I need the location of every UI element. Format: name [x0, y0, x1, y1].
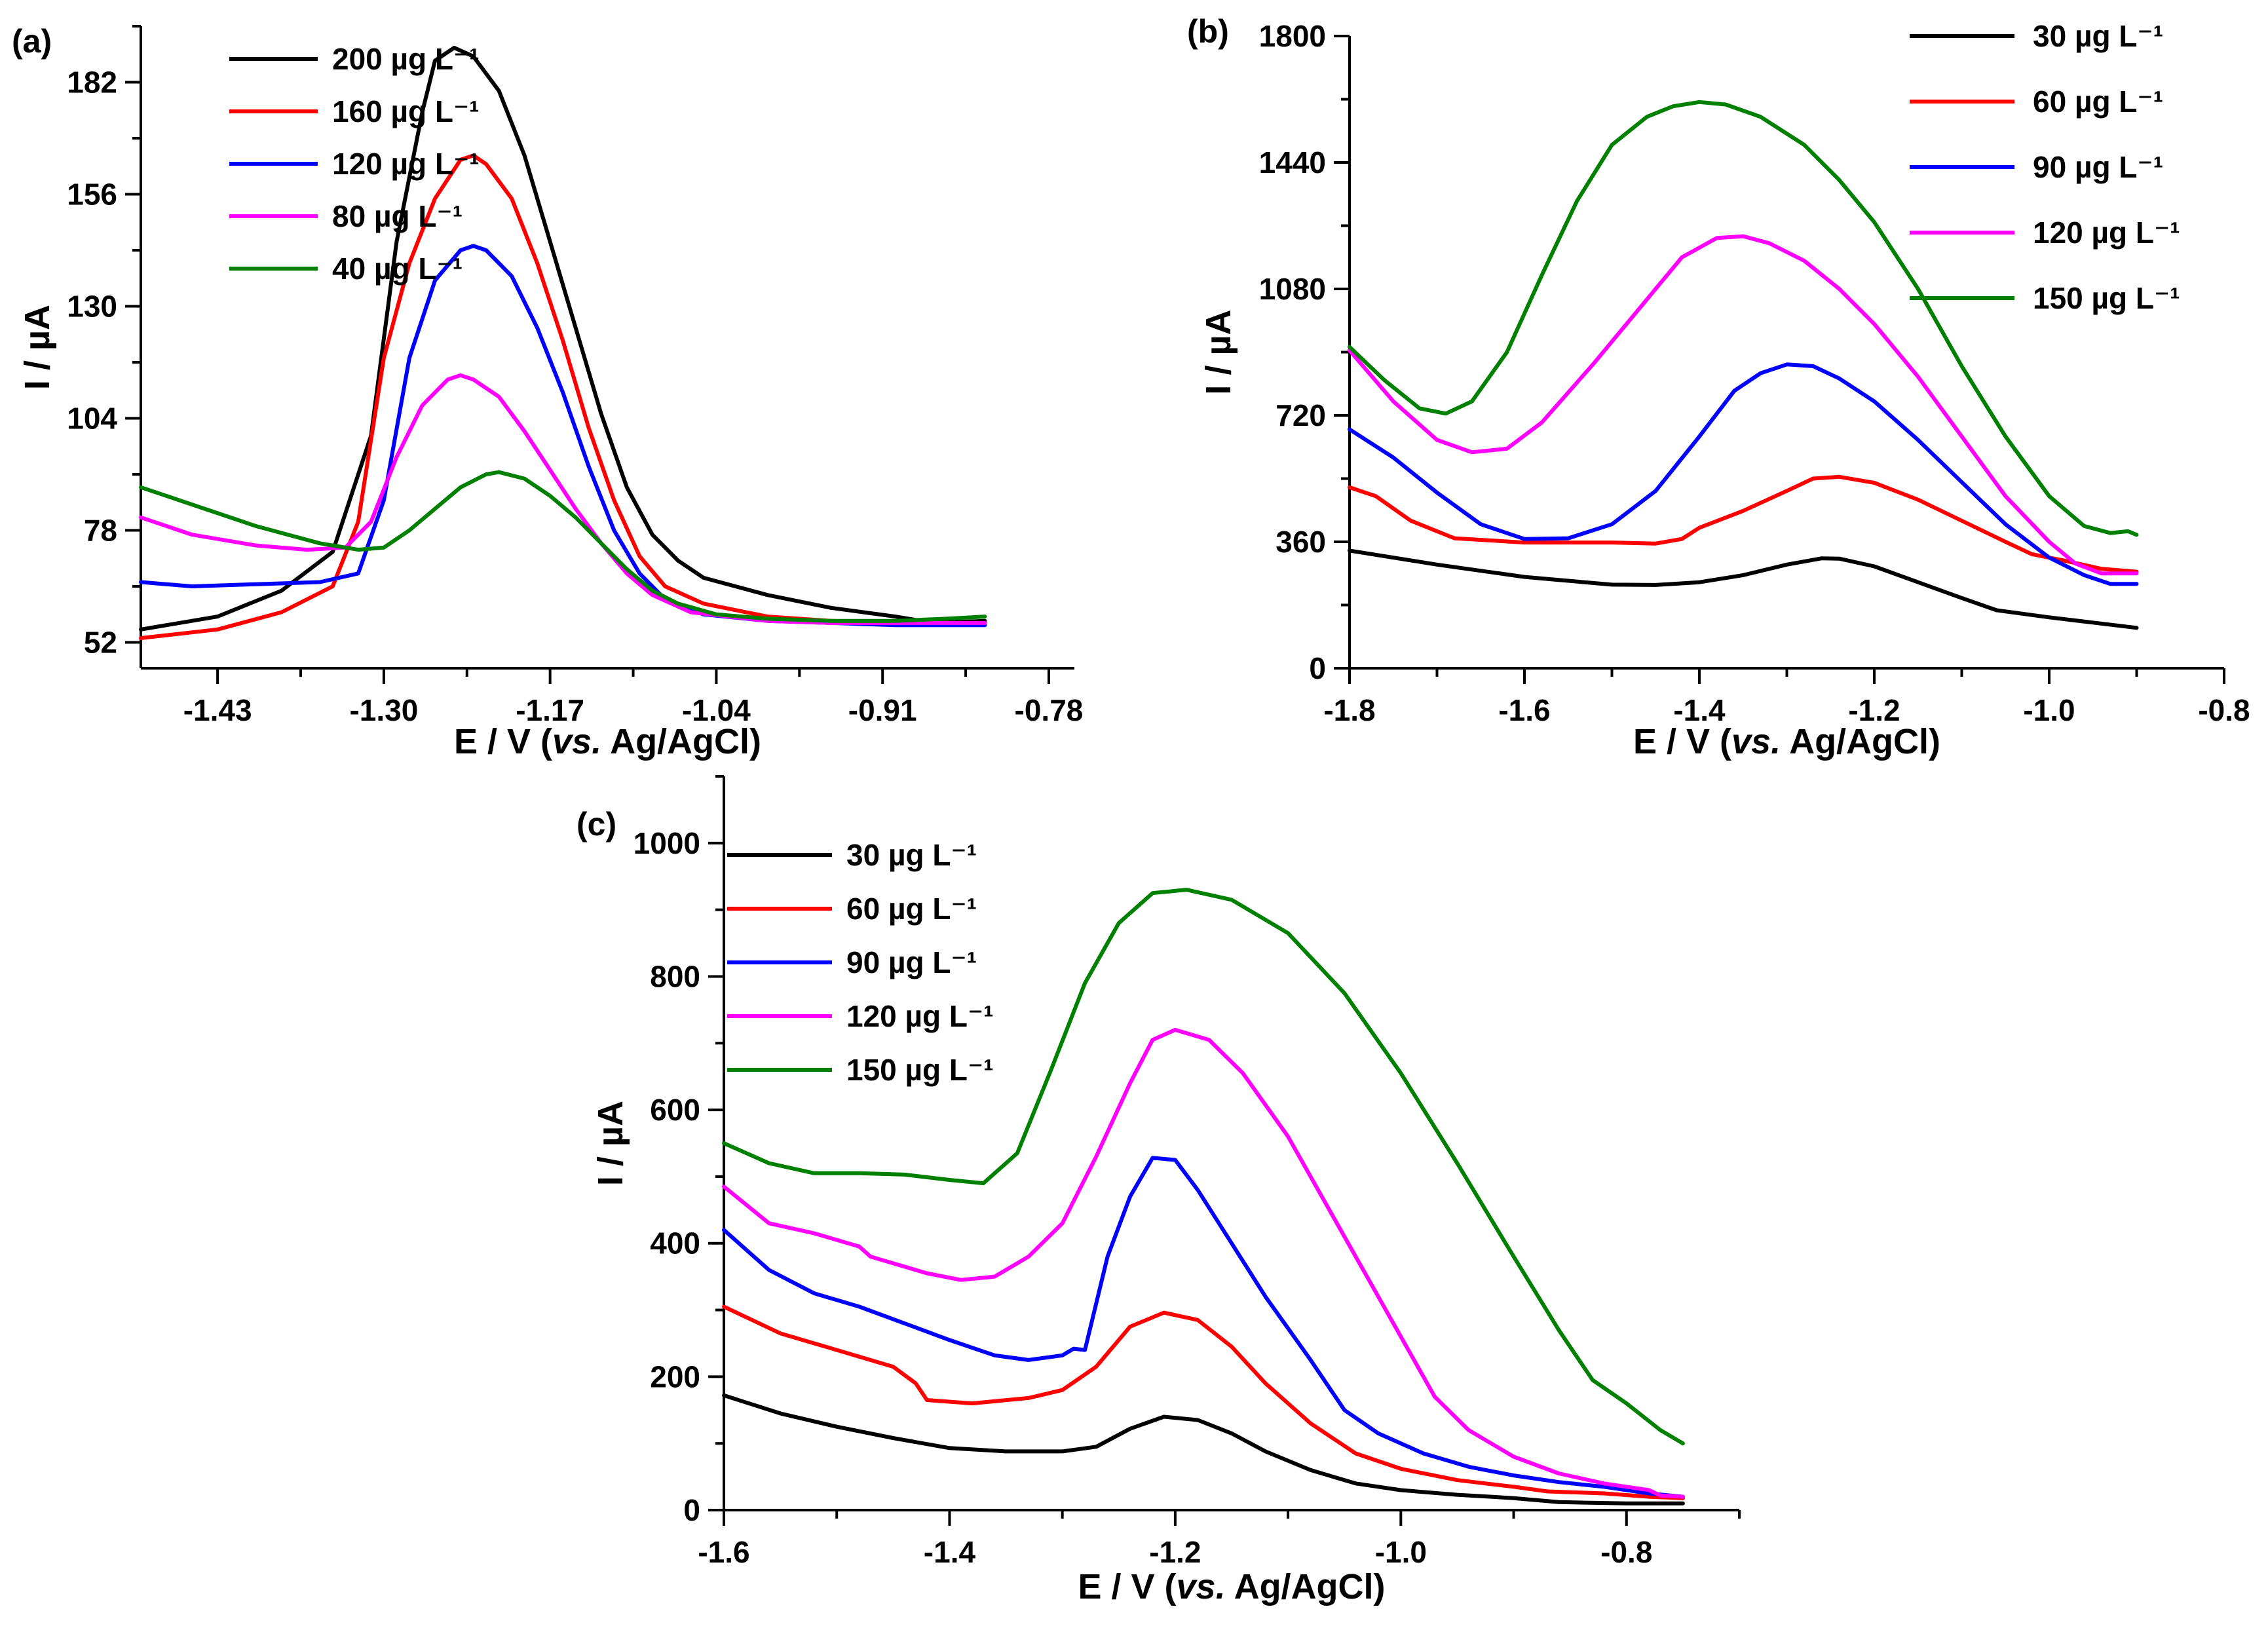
series-line-2 [722, 1156, 1685, 1499]
x-tick-label: -1.6 [1498, 693, 1550, 727]
x-axis-label-italic: vs. [552, 722, 601, 761]
legend-label-4: 150 µg L⁻¹ [2033, 281, 2180, 315]
x-axis-label-part: Ag/AgCl) [1226, 1567, 1386, 1606]
y-tick-label: 182 [67, 66, 117, 100]
legend-label-2: 90 µg L⁻¹ [846, 945, 977, 979]
series-line-3 [1348, 234, 2139, 576]
x-axis-label: E / V (vs. Ag/AgCl) [1078, 1567, 1385, 1606]
x-tick-label: -1.04 [682, 693, 751, 727]
legend-label-4: 150 µg L⁻¹ [846, 1053, 994, 1087]
legend-label-0: 200 µg L⁻¹ [332, 42, 480, 76]
series-line-0 [1348, 548, 2139, 630]
legend-label-1: 60 µg L⁻¹ [2033, 85, 2163, 119]
y-tick-label: 1080 [1259, 272, 1326, 306]
series-line-3 [722, 1027, 1685, 1499]
legend-label-2: 90 µg L⁻¹ [2033, 150, 2163, 184]
x-axis-label-part: E / V ( [1078, 1567, 1176, 1606]
x-axis-label-part: E / V ( [1633, 722, 1731, 761]
x-tick-label: -1.8 [1323, 693, 1375, 727]
panel-a: -1.43 -1.30 -1.17 -1.04 -0.91 -0.78 52 78 104 130… [12, 23, 1083, 761]
x-tick-label: -1.0 [1375, 1535, 1427, 1569]
legend-label-3: 80 µg L⁻¹ [332, 199, 463, 233]
series-line-1 [722, 1304, 1685, 1500]
x-axis-label: E / V (vs. Ag/AgCl) [1633, 722, 1940, 761]
x-tick-label: -1.4 [1673, 693, 1726, 727]
y-tick-label: 720 [1276, 398, 1326, 432]
legend-label-3: 120 µg L⁻¹ [846, 999, 994, 1033]
y-tick-label: 52 [84, 626, 117, 660]
x-tick-label: -1.6 [698, 1535, 749, 1569]
y-tick-label: 0 [1309, 651, 1326, 685]
x-tick-label: -1.0 [2023, 693, 2075, 727]
panel-label: (b) [1187, 13, 1229, 50]
y-tick-label: 200 [650, 1359, 700, 1393]
y-tick-label: 1440 [1259, 145, 1326, 180]
x-axis-label-part: Ag/AgCl) [601, 722, 761, 761]
x-tick-label: -0.91 [848, 693, 917, 727]
legend-label-4: 40 µg L⁻¹ [332, 252, 463, 286]
series-line-3 [139, 373, 987, 625]
panel-label: (a) [12, 23, 52, 60]
series-line-0 [139, 45, 987, 632]
y-tick-label: 1000 [633, 826, 700, 860]
y-tick-label: 156 [67, 178, 117, 212]
series-line-2 [139, 244, 987, 628]
x-tick-label: -1.4 [924, 1535, 976, 1569]
legend-label-2: 120 µg L⁻¹ [332, 147, 480, 181]
y-tick-label: 78 [84, 514, 117, 548]
x-tick-label: -1.43 [183, 693, 252, 727]
y-axis-label: I / µA [591, 1101, 630, 1186]
y-tick-label: 600 [650, 1093, 700, 1127]
x-tick-label: -1.2 [1848, 693, 1900, 727]
legend-label-1: 160 µg L⁻¹ [332, 94, 480, 128]
x-axis-label-part: E / V ( [454, 722, 552, 761]
y-axis-label: I / µA [1199, 309, 1238, 394]
legend-label-3: 120 µg L⁻¹ [2033, 216, 2180, 250]
legend-label-0: 30 µg L⁻¹ [2033, 19, 2163, 53]
series-line-4 [1348, 100, 2139, 537]
legend-label-1: 60 µg L⁻¹ [846, 892, 977, 926]
x-axis-label: E / V (vs. Ag/AgCl) [454, 722, 761, 761]
y-axis-label: I / µA [18, 305, 57, 390]
x-tick-label: -1.2 [1149, 1535, 1201, 1569]
series-line-4 [139, 470, 987, 623]
x-tick-label: -1.17 [516, 693, 584, 727]
y-tick-label: 400 [650, 1226, 700, 1260]
series-line-0 [722, 1393, 1685, 1506]
x-axis-label-italic: vs. [1177, 1567, 1226, 1606]
y-tick-label: 1800 [1259, 19, 1326, 53]
y-tick-label: 800 [650, 959, 700, 993]
x-axis-label-part: Ag/AgCl) [1781, 722, 1940, 761]
y-tick-label: 360 [1276, 525, 1326, 559]
panel-label: (c) [576, 806, 616, 843]
x-tick-label: -0.8 [1600, 1535, 1652, 1569]
panel-b: -1.8 -1.6 -1.4 -1.2 -1.0 -0.8 0 360 720 1080 1440 1… [1187, 13, 2250, 761]
x-axis-label-italic: vs. [1731, 722, 1781, 761]
y-tick-label: 0 [683, 1493, 700, 1527]
series-line-4 [722, 888, 1685, 1446]
x-tick-label: -0.8 [2198, 693, 2250, 727]
series-line-2 [1348, 362, 2139, 586]
x-tick-label: -0.78 [1015, 693, 1084, 727]
series-line-1 [1348, 474, 2139, 574]
legend-label-0: 30 µg L⁻¹ [846, 838, 977, 872]
panel-c: -1.6 -1.4 -1.2 -1.0 -0.8 0 200 400 600 800 1000 E /… [576, 775, 1741, 1606]
x-tick-label: -1.30 [349, 693, 418, 727]
y-tick-label: 130 [67, 290, 117, 324]
y-tick-label: 104 [67, 402, 117, 436]
